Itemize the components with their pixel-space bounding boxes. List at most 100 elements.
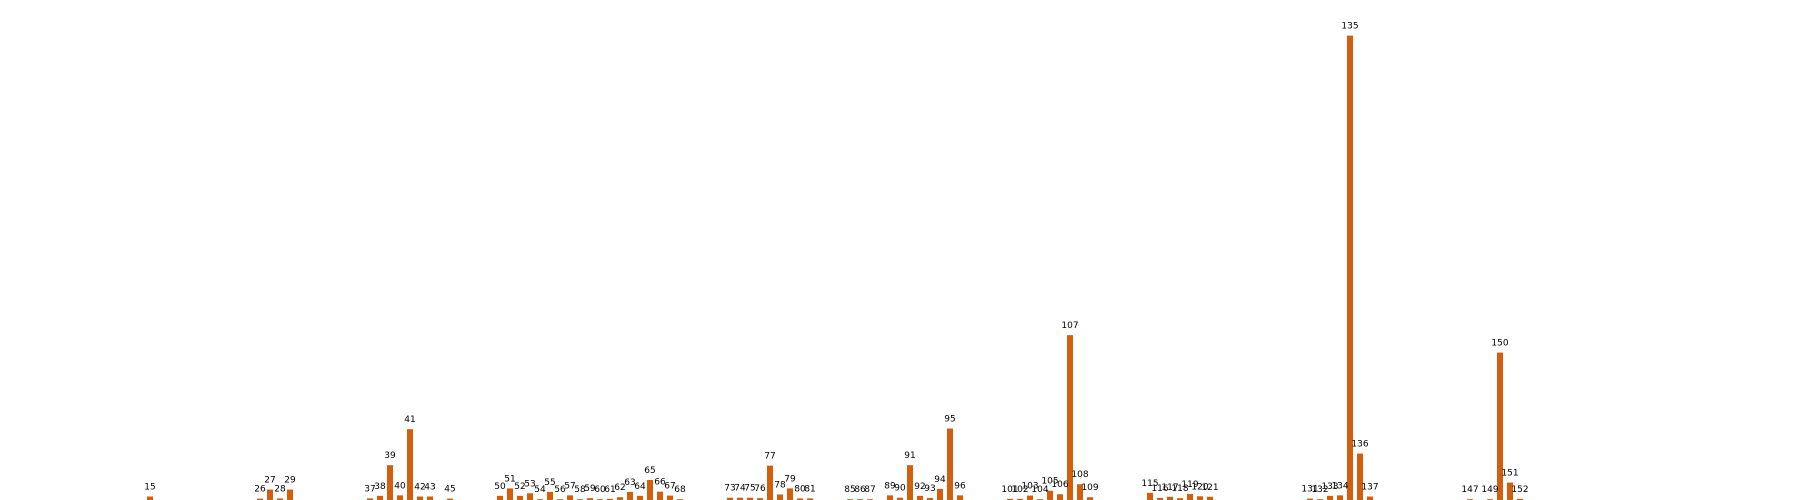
bar-81 xyxy=(807,498,813,500)
bar-label-136: 136 xyxy=(1351,440,1368,450)
bar-43 xyxy=(427,496,433,500)
bar-label-37: 37 xyxy=(364,484,375,494)
bar-label-43: 43 xyxy=(424,483,435,493)
bar-74 xyxy=(737,497,743,500)
bar-label-27: 27 xyxy=(264,476,275,486)
bar-label-60: 60 xyxy=(594,485,606,495)
bar-label-75: 75 xyxy=(744,484,755,494)
bar-38 xyxy=(377,495,383,500)
bar-label-116: 116 xyxy=(1151,484,1168,494)
bar-118 xyxy=(1177,498,1183,500)
bar-label-63: 63 xyxy=(624,478,635,488)
bar-64 xyxy=(637,495,643,500)
bar-63 xyxy=(627,491,633,500)
bar-106 xyxy=(1057,494,1063,500)
bar-102 xyxy=(1017,498,1023,500)
bar-label-150: 150 xyxy=(1491,339,1508,349)
bar-label-109: 109 xyxy=(1081,483,1098,493)
bar-59 xyxy=(587,498,593,500)
bar-label-106: 106 xyxy=(1051,480,1068,490)
bar-label-53: 53 xyxy=(524,479,535,489)
bar-96 xyxy=(957,495,963,500)
bar-label-45: 45 xyxy=(444,485,455,495)
bar-label-81: 81 xyxy=(804,484,815,494)
bar-52 xyxy=(517,495,523,500)
bar-label-115: 115 xyxy=(1141,479,1158,489)
bar-45 xyxy=(447,498,453,500)
bar-label-68: 68 xyxy=(674,485,686,495)
bar-label-29: 29 xyxy=(284,476,296,486)
bar-26 xyxy=(257,498,263,500)
bar-101 xyxy=(1007,498,1013,500)
bar-label-38: 38 xyxy=(374,482,386,492)
bar-label-15: 15 xyxy=(144,483,155,493)
bar-label-42: 42 xyxy=(414,483,425,493)
bar-label-101: 101 xyxy=(1001,485,1018,495)
bar-137 xyxy=(1367,496,1373,500)
bar-label-52: 52 xyxy=(514,482,525,492)
bar-50 xyxy=(497,495,503,500)
bar-label-96: 96 xyxy=(954,481,966,491)
bar-label-50: 50 xyxy=(494,482,506,492)
bar-65 xyxy=(647,480,653,500)
bar-label-134: 134 xyxy=(1331,481,1348,491)
bar-label-61: 61 xyxy=(604,485,615,495)
bar-label-118: 118 xyxy=(1171,484,1188,494)
bar-label-135: 135 xyxy=(1341,22,1358,32)
bar-label-51: 51 xyxy=(504,474,515,484)
bar-109 xyxy=(1087,497,1093,500)
bar-label-80: 80 xyxy=(794,484,806,494)
bar-label-65: 65 xyxy=(644,466,655,476)
bar-79 xyxy=(787,488,793,500)
bar-label-78: 78 xyxy=(774,480,786,490)
bar-57 xyxy=(567,495,573,500)
bar-150 xyxy=(1497,352,1503,500)
bar-label-56: 56 xyxy=(554,485,566,495)
bar-label-107: 107 xyxy=(1061,321,1078,331)
bar-27 xyxy=(267,489,273,500)
bar-66 xyxy=(657,491,663,500)
bar-55 xyxy=(547,491,553,500)
bar-label-151: 151 xyxy=(1501,469,1518,479)
bar-label-77: 77 xyxy=(764,452,775,462)
bar-15 xyxy=(147,496,153,500)
bar-label-58: 58 xyxy=(574,485,586,495)
bar-28 xyxy=(277,498,283,500)
bar-label-119: 119 xyxy=(1181,480,1198,490)
bar-93 xyxy=(927,497,933,500)
bar-label-28: 28 xyxy=(274,484,286,494)
bar-label-92: 92 xyxy=(914,482,925,492)
bar-108 xyxy=(1077,484,1083,500)
bar-label-66: 66 xyxy=(654,478,666,488)
bar-label-117: 117 xyxy=(1161,483,1178,493)
bar-105 xyxy=(1047,490,1053,500)
bar-40 xyxy=(397,495,403,500)
bar-61 xyxy=(607,498,613,500)
bar-91 xyxy=(907,465,913,500)
bar-label-39: 39 xyxy=(384,451,396,461)
bar-label-85: 85 xyxy=(844,485,855,495)
bar-label-137: 137 xyxy=(1361,483,1378,493)
bar-label-41: 41 xyxy=(404,415,415,425)
bar-37 xyxy=(367,498,373,500)
bar-136 xyxy=(1357,453,1363,500)
bar-29 xyxy=(287,489,293,500)
bar-label-55: 55 xyxy=(544,478,555,488)
bar-label-147: 147 xyxy=(1461,485,1478,495)
bars-layer xyxy=(147,35,1523,500)
bar-76 xyxy=(757,498,763,500)
bar-label-121: 121 xyxy=(1201,483,1218,493)
bar-label-104: 104 xyxy=(1031,485,1048,495)
bar-115 xyxy=(1147,492,1153,500)
bar-label-59: 59 xyxy=(584,484,596,494)
bar-133 xyxy=(1327,495,1333,500)
bar-131 xyxy=(1307,498,1313,500)
bar-label-90: 90 xyxy=(894,484,906,494)
bar-107 xyxy=(1067,335,1073,500)
bar-92 xyxy=(917,495,923,500)
bar-label-86: 86 xyxy=(854,485,866,495)
bar-103 xyxy=(1027,495,1033,500)
bar-label-57: 57 xyxy=(564,481,575,491)
